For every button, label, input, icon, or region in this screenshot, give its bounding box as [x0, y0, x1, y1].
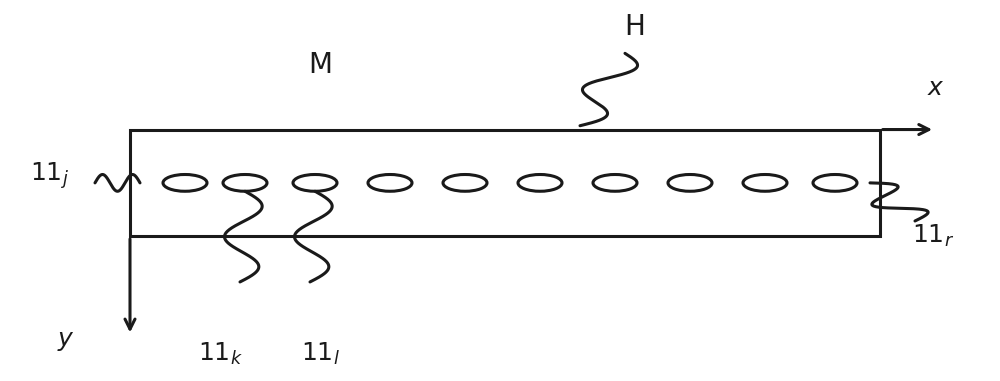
Circle shape — [593, 174, 637, 191]
Text: $11_k$: $11_k$ — [198, 341, 242, 367]
Text: $11_j$: $11_j$ — [30, 160, 69, 190]
Circle shape — [163, 174, 207, 191]
Circle shape — [518, 174, 562, 191]
Text: H: H — [625, 13, 645, 41]
Circle shape — [223, 174, 267, 191]
Text: y: y — [58, 327, 72, 351]
Text: $11_r$: $11_r$ — [912, 223, 954, 249]
Text: x: x — [928, 76, 942, 99]
Circle shape — [668, 174, 712, 191]
Text: M: M — [308, 51, 332, 79]
Bar — [130, 130, 880, 236]
Circle shape — [743, 174, 787, 191]
Circle shape — [813, 174, 857, 191]
Circle shape — [443, 174, 487, 191]
Circle shape — [368, 174, 412, 191]
Text: $11_l$: $11_l$ — [301, 341, 339, 367]
Circle shape — [293, 174, 337, 191]
